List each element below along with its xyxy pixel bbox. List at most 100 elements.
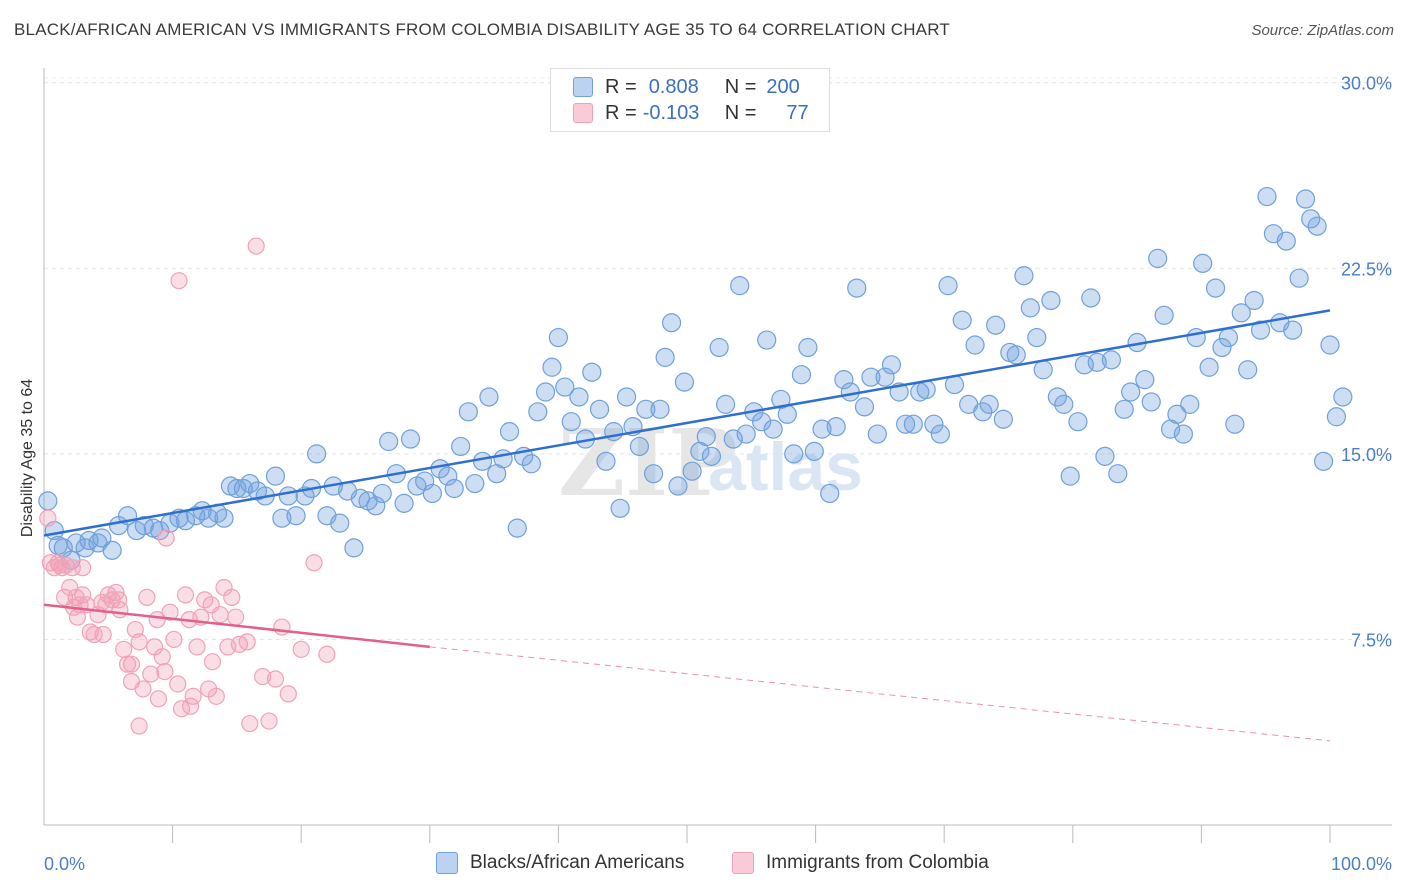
- pink-data-point: [318, 645, 336, 663]
- blue-data-point: [696, 426, 716, 447]
- y-tick-label: 15.0%: [1341, 445, 1392, 465]
- pink-data-point: [157, 529, 175, 547]
- blue-data-point: [1047, 387, 1067, 407]
- blue-data-point: [701, 446, 722, 466]
- blue-data-point: [1108, 464, 1128, 484]
- blue-data-point: [479, 387, 499, 407]
- pink-data-point: [184, 687, 202, 705]
- blue-data-point: [265, 466, 286, 486]
- blue-data-point: [826, 417, 846, 437]
- blue-data-point: [307, 444, 327, 464]
- blue-data-point: [278, 486, 298, 506]
- blue-data-point: [1289, 268, 1309, 288]
- pink-trend-line: [43, 603, 430, 649]
- legend-n-label: N =: [724, 101, 757, 124]
- blue-data-point: [834, 370, 854, 390]
- pink-data-point: [188, 638, 206, 656]
- blue-data-point: [867, 424, 887, 444]
- pink-data-point: [207, 687, 225, 705]
- pink-data-point: [94, 625, 112, 644]
- blue-data-point: [472, 451, 493, 471]
- pink-data-point: [73, 586, 92, 604]
- pink-data-point: [130, 633, 148, 651]
- watermark: ZIP atlas: [558, 409, 863, 517]
- blue-data-point: [451, 436, 471, 457]
- blue-data-point: [555, 377, 575, 397]
- legend-row-blacks: R = 0.808 N = 200: [573, 75, 800, 99]
- blue-data-point: [1006, 345, 1026, 365]
- blue-data-point: [979, 394, 999, 414]
- pink-data-point: [182, 697, 200, 715]
- blue-data-point: [1135, 370, 1155, 390]
- blue-data-point: [661, 313, 682, 333]
- blue-data-point: [422, 483, 442, 504]
- blue-data-point: [458, 402, 478, 422]
- pink-data-point: [122, 655, 141, 673]
- blue-data-point: [394, 493, 414, 513]
- pink-data-point: [241, 714, 259, 733]
- blue-data-point: [350, 488, 370, 509]
- blue-data-point: [240, 473, 260, 494]
- pink-points: [39, 237, 336, 735]
- blue-data-point: [582, 362, 602, 382]
- blue-data-point: [1326, 407, 1347, 427]
- pink-data-point: [254, 667, 272, 686]
- blue-data-point: [214, 508, 234, 528]
- blue-data-point: [668, 476, 688, 496]
- series-legend-colombia-label: Immigrants from Colombia: [766, 852, 989, 873]
- legend-n-value: 200: [766, 75, 800, 98]
- blue-data-point: [1121, 382, 1141, 402]
- pink-data-point: [85, 625, 103, 644]
- blue-data-point: [861, 367, 881, 387]
- blue-data-point: [1114, 399, 1134, 419]
- blue-data-point: [965, 335, 985, 355]
- pink-data-point: [305, 554, 323, 572]
- pink-data-point: [161, 603, 179, 621]
- blue-data-point: [38, 491, 58, 511]
- blue-data-point: [444, 478, 464, 499]
- tick-labels: 7.5% 15.0% 22.5% 30.0% 0.0% 100.0%: [44, 74, 1392, 874]
- blue-data-point: [1054, 394, 1074, 414]
- pink-data-point: [109, 591, 128, 609]
- pink-data-point: [68, 608, 87, 626]
- blue-data-point: [875, 367, 895, 387]
- pink-data-point: [238, 633, 256, 651]
- blue-data-point: [330, 513, 350, 533]
- blue-data-point: [535, 382, 556, 402]
- blue-data-point: [1087, 352, 1107, 372]
- blue-data-point: [1218, 327, 1239, 348]
- blue-data-point: [1060, 466, 1080, 486]
- pink-data-point: [165, 630, 183, 649]
- blue-data-point: [629, 436, 650, 457]
- blue-data-point: [499, 422, 520, 442]
- pink-data-point: [170, 272, 188, 290]
- pink-data-point: [61, 578, 79, 597]
- pink-data-point: [273, 618, 291, 636]
- pink-data-point: [153, 648, 171, 666]
- blue-data-point: [723, 429, 743, 449]
- pink-data-point: [148, 611, 166, 629]
- blue-data-point: [199, 508, 219, 528]
- pink-data-point: [50, 556, 69, 574]
- series-legend: Blacks/African Americans Immigrants from…: [0, 852, 1406, 878]
- blue-data-point: [102, 540, 122, 560]
- blue-data-point: [233, 478, 253, 499]
- pink-data-point: [279, 685, 297, 703]
- blue-data-point: [1148, 248, 1168, 269]
- pink-trend-extension: [429, 646, 1331, 742]
- pink-data-point: [118, 655, 137, 673]
- blue-data-point: [528, 402, 548, 422]
- blue-data-point: [784, 444, 804, 464]
- blue-trend-line: [43, 309, 1331, 537]
- legend-r-value: 0.808: [648, 75, 699, 98]
- x-tick-label: 100.0%: [1331, 854, 1392, 874]
- blue-data-point: [286, 506, 306, 526]
- legend-row-colombia: R = -0.103 N = 77: [573, 101, 809, 125]
- blue-data-point: [903, 414, 923, 434]
- blue-data-point: [650, 399, 670, 419]
- blue-data-point: [1295, 189, 1316, 209]
- blue-data-point: [854, 397, 875, 417]
- blue-data-point: [751, 412, 772, 432]
- blue-data-point: [1257, 186, 1277, 207]
- blue-data-point: [542, 357, 562, 377]
